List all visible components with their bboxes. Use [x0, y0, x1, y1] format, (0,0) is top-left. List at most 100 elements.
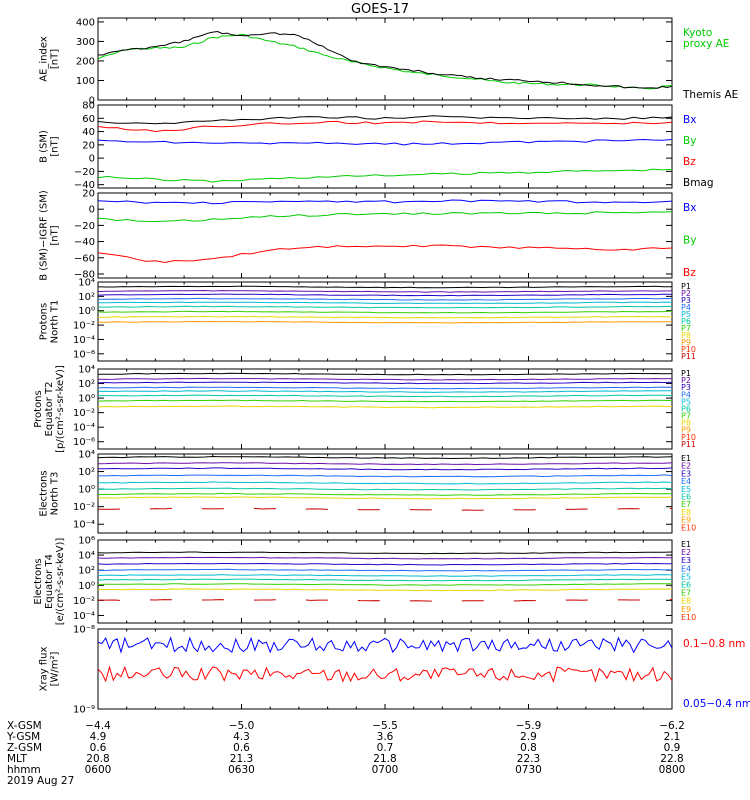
x-tick-value: 0630 [228, 764, 255, 776]
panel-frame [97, 17, 673, 101]
y-tick-label: 10⁻² [73, 596, 95, 607]
y-tick-label: 10⁻⁴ [73, 423, 95, 434]
channel-label: P1 [681, 282, 691, 291]
y-tick-label: 10⁰ [78, 394, 95, 405]
channel-label: P6 [681, 317, 691, 326]
date-label: 2019 Aug 27 [7, 775, 74, 787]
channel-label: E7 [681, 589, 691, 598]
y-tick-label: 10⁴ [78, 278, 95, 289]
y-axis-label: Xray flux[W/m²] [39, 647, 61, 692]
channel-label: P2 [681, 376, 691, 385]
series-line-3 [97, 381, 673, 385]
panel-1: 0 100 200 300 400 AE_index[nT] Kyoto proxy AE Th… [39, 17, 739, 106]
panel-5: 10⁴ 10² 10⁰ 10⁻² 10⁻⁴ 10⁻⁶ ProtonsEquator T2[p… [33, 365, 696, 453]
series-line-3 [98, 467, 673, 471]
series-line-2 [97, 30, 673, 89]
channel-label: P5 [681, 397, 691, 406]
legend-label: Bmag [683, 177, 714, 189]
channel-label: E3 [681, 556, 691, 565]
channel-label: P7 [681, 324, 691, 333]
series-line-2 [97, 462, 673, 466]
series-line-2 [97, 289, 673, 293]
y-tick-label: 10⁴ [78, 450, 95, 461]
y-tick-label: 10⁻⁹ [73, 705, 95, 716]
legend-label: 0.1−0.8 nm [683, 638, 745, 650]
series-line-8 [97, 588, 673, 592]
x-row-label-hhmm: hhmm [7, 764, 41, 776]
y-tick-label: 20 [82, 140, 95, 151]
series-line-1 [97, 199, 673, 205]
legend-label: Bz [683, 156, 696, 168]
y-tick-label: 10⁻² [73, 502, 95, 513]
legend-label: Themis AE [682, 89, 738, 101]
y-tick-label: 0 [89, 96, 95, 107]
y-tick-label: 10⁴ [78, 551, 95, 562]
channel-label: E10 [681, 613, 696, 622]
x-axis-table: X-GSM Y-GSM Z-GSM MLT hhmm 2019 Aug 27 −… [6, 720, 685, 787]
y-tick-label: 10² [78, 467, 95, 478]
series-line-6 [98, 394, 673, 398]
x-tick-value: 20.8 [86, 753, 109, 765]
x-row-label-zgsm: Z-GSM [7, 742, 42, 754]
y-tick-label: 20 [82, 189, 95, 200]
y-tick-label: 300 [76, 37, 95, 48]
channel-label: E1 [681, 540, 691, 549]
series-line-4 [97, 386, 673, 390]
y-tick-label: −40 [74, 180, 95, 191]
x-tick-value: 0.6 [90, 742, 107, 754]
channel-label: E8 [681, 508, 691, 517]
panel-frame [97, 192, 673, 279]
panel-frame [97, 628, 673, 710]
series-line-1 [97, 455, 673, 460]
series-line-4 [97, 474, 673, 478]
x-tick-value: 0730 [515, 764, 542, 776]
channel-label: P1 [681, 369, 691, 378]
series-line-7 [97, 583, 672, 586]
legend-label: 0.05−0.4 nm [683, 698, 750, 710]
series-line-9 [97, 507, 673, 511]
y-tick-label: 40 [82, 127, 95, 138]
legend-label: Bx [683, 114, 696, 126]
legend-label: By [683, 135, 696, 147]
y-tick-label: 10⁻² [73, 321, 95, 332]
channel-label: P6 [681, 404, 691, 413]
channel-label: E9 [681, 605, 691, 614]
series-line-1 [97, 551, 673, 555]
x-tick-value: 2.9 [520, 731, 537, 743]
series-line-3 [97, 293, 673, 297]
y-tick-label: 0 [89, 205, 95, 216]
x-tick-value: 0.6 [233, 742, 250, 754]
y-tick-label: 10² [78, 566, 95, 577]
y-tick-label: 10² [78, 379, 95, 390]
series-line-4 [97, 297, 673, 301]
x-tick-value: 22.3 [517, 753, 540, 765]
y-axis-label: B (SM)−IGRF (SM)[nT] [39, 190, 61, 281]
series-line-1 [97, 636, 673, 654]
y-tick-label: 10⁻⁶ [73, 437, 95, 448]
x-tick-value: −6.2 [659, 720, 685, 732]
channel-label: E5 [681, 485, 691, 494]
x-row-label-mlt: MLT [7, 753, 27, 765]
y-axis-label: ElectronsNorth T3 [39, 470, 61, 516]
series-line-7 [97, 492, 673, 496]
x-tick-value: 0.7 [377, 742, 394, 754]
channel-label: E4 [681, 477, 691, 486]
y-axis-label: ProtonsNorth T1 [39, 300, 61, 344]
series-line-6 [97, 487, 673, 491]
series-line-1 [97, 115, 673, 125]
y-tick-label: 10⁻⁴ [73, 520, 95, 531]
y-tick-label: 10⁻² [73, 408, 95, 419]
channel-label: P11 [681, 440, 696, 449]
legend-label: Bz [683, 267, 696, 279]
legend-label: Bx [683, 202, 696, 214]
x-tick-value: −4.4 [85, 720, 111, 732]
channel-label: E1 [681, 454, 691, 463]
series-line-8 [97, 405, 673, 409]
series-line-1 [97, 285, 672, 289]
series-line-6 [97, 305, 673, 309]
series-line-1 [98, 372, 673, 376]
channel-label: P4 [681, 390, 691, 399]
channel-label: P3 [681, 296, 691, 305]
x-tick-value: −5.0 [229, 720, 255, 732]
